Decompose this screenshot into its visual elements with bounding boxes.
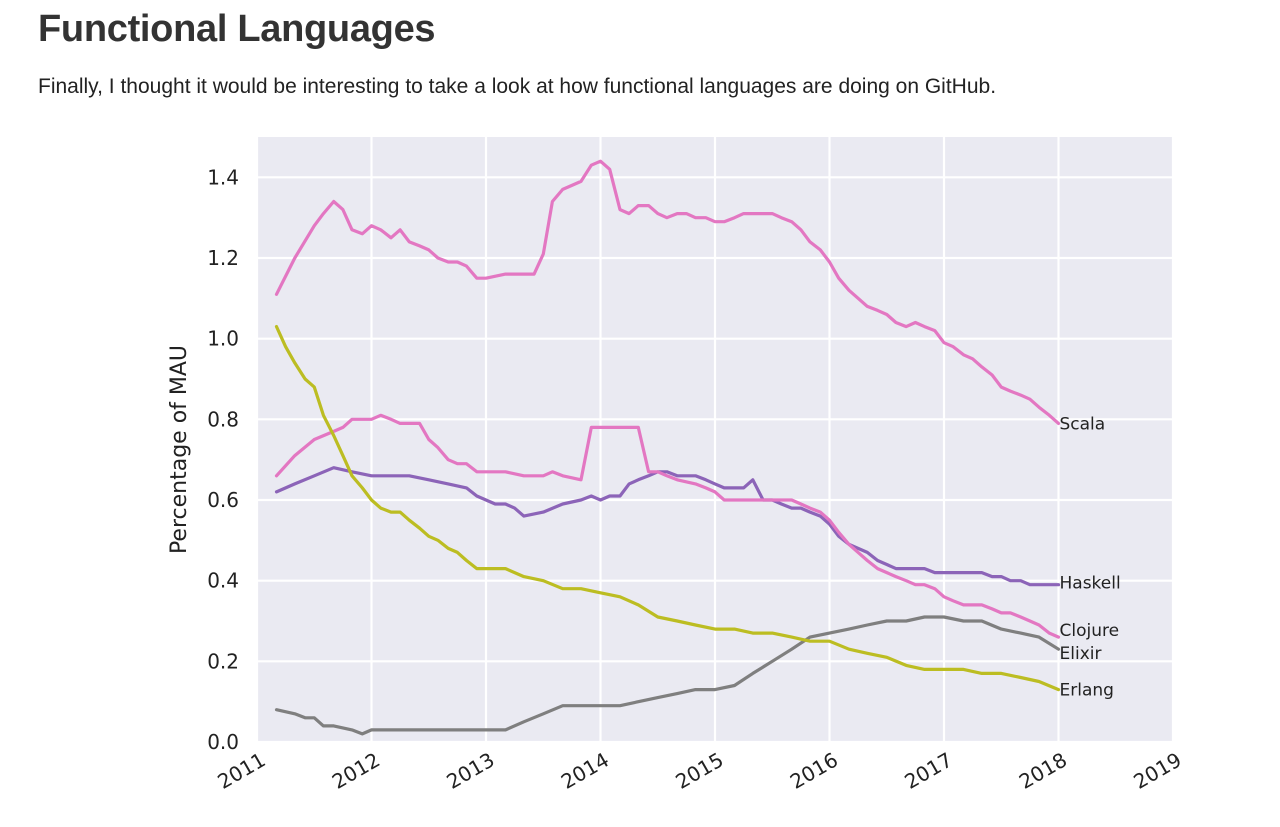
y-tick-label: 1.2 [207, 246, 239, 270]
y-tick-label: 0.8 [207, 407, 239, 431]
series-label-elixir: Elixir [1060, 644, 1102, 664]
series-line-clojure [274, 413, 1061, 639]
x-tick-label: 2019 [1129, 748, 1185, 794]
y-axis-label: Percentage of MAU [167, 345, 192, 554]
x-axis-ticks: 2011 2012 2013 2014 2015 2016 2017 2018 2019 [213, 748, 1185, 794]
series-line-scala [274, 159, 1061, 425]
page-title: Functional Languages [38, 8, 436, 50]
x-tick-label: 2014 [557, 748, 613, 794]
y-tick-label: 0.2 [207, 649, 239, 673]
series-line-elixir [274, 615, 1061, 736]
series-label-scala: Scala [1060, 414, 1106, 434]
series-label-clojure: Clojure [1060, 621, 1120, 641]
y-tick-label: 0.6 [207, 488, 239, 512]
series-label-haskell: Haskell [1060, 574, 1121, 594]
x-tick-label: 2012 [328, 748, 384, 794]
x-tick-label: 2011 [213, 748, 269, 794]
y-tick-label: 1.0 [207, 327, 239, 351]
series-lines [274, 159, 1061, 736]
series-label-erlang: Erlang [1060, 681, 1114, 701]
x-tick-label: 2018 [1015, 748, 1071, 794]
y-tick-label: 0.4 [207, 569, 239, 593]
line-end-labels: Scala Haskell Clojure Elixir Erlang [1060, 414, 1121, 700]
grid-lines [255, 137, 1175, 744]
y-axis-ticks: 0.0 0.2 0.4 0.6 0.8 1.0 1.2 1.4 [207, 165, 239, 754]
x-tick-label: 2013 [442, 748, 498, 794]
intro-paragraph: Finally, I thought it would be interesti… [38, 75, 997, 98]
series-line-haskell [274, 466, 1061, 587]
x-tick-label: 2016 [786, 748, 842, 794]
y-tick-label: 0.0 [207, 730, 239, 754]
x-tick-label: 2017 [900, 748, 956, 794]
x-tick-label: 2015 [671, 748, 727, 794]
y-tick-label: 1.4 [207, 165, 239, 189]
series-line-erlang [274, 325, 1061, 692]
